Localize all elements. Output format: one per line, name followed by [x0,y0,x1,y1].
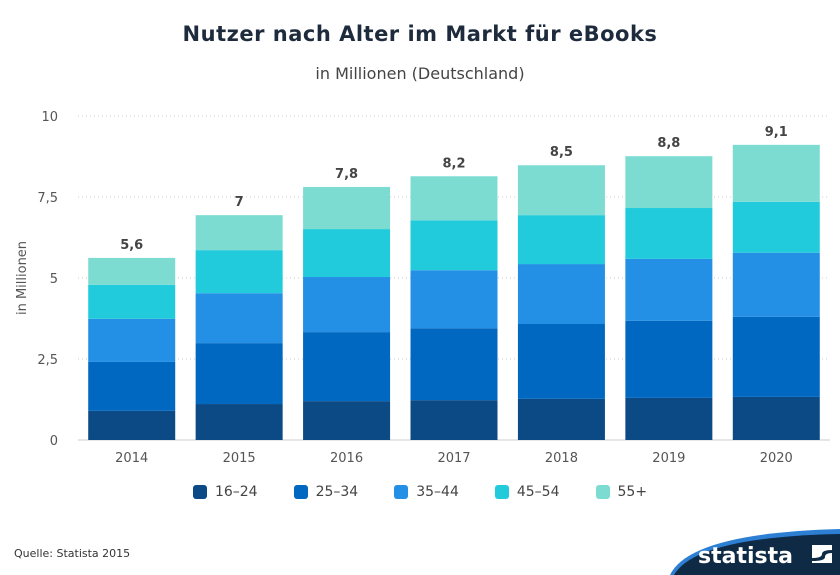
legend-label: 45–54 [516,484,560,500]
bar-segment-35-44 [625,258,713,321]
bar-segment-16-24 [517,398,605,440]
y-tick-label: 5 [50,272,58,287]
bar-segment-25-34 [410,328,498,401]
x-tick-label: 2018 [545,451,578,466]
bar-segment-45-54 [517,215,605,265]
bar-segment-45-54 [303,229,391,278]
legend-label: 55+ [617,484,648,500]
x-tick-label: 2019 [652,451,685,466]
legend-label: 16–24 [214,484,258,500]
legend-swatch [192,485,207,499]
bar-segment-16-24 [410,400,498,440]
statista-logo[interactable]: statista [670,525,840,575]
total-label: 9,1 [765,125,788,140]
legend-item[interactable]: 25–34 [293,484,359,500]
x-tick-label: 2015 [223,451,256,466]
bar-segment-35-44 [410,270,498,329]
bar-segment-45-54 [732,201,820,253]
bar-segment-45-54 [88,284,176,319]
x-tick-label: 2017 [437,451,470,466]
bar-segment-25-34 [625,320,713,398]
bar-segment-45-54 [625,208,713,259]
bar-segment-16-24 [88,410,176,440]
x-tick-label: 2014 [115,451,148,466]
legend: 16–24 25–34 35–44 45–54 55+ [0,484,840,500]
bar-segment-25-34 [517,324,605,399]
x-tick-label: 2016 [330,451,363,466]
legend-item[interactable]: 35–44 [394,484,459,500]
bar-segment-55+ [517,165,605,216]
stacked-bar-chart: 0 2,5 5 7,5 10 in Millionen 5,6 2014 7 2015 7,8 201… [15,110,830,466]
bar-segment-55+ [88,257,176,285]
bar-segment-16-24 [625,397,713,440]
legend-item[interactable]: 45–54 [494,484,560,500]
bar-segment-35-44 [517,264,605,325]
bar-segment-45-54 [195,250,283,294]
chart-title: Nutzer nach Alter im Markt für eBooks [182,22,658,46]
y-tick-label: 7,5 [37,191,58,206]
bar-segment-55+ [303,186,391,230]
y-tick-label: 10 [41,110,58,125]
total-label: 7 [235,195,244,210]
bar-segment-55+ [732,144,820,202]
total-label: 7,8 [335,167,358,182]
y-tick-label: 2,5 [37,353,58,368]
legend-label: 35–44 [416,484,459,500]
bar-segment-16-24 [195,404,283,440]
bar-segment-55+ [410,176,498,221]
bar-segment-35-44 [195,293,283,344]
legend-item[interactable]: 55+ [595,484,648,500]
bar-segment-25-34 [195,343,283,405]
total-label: 8,8 [657,136,680,151]
legend-item[interactable]: 16–24 [192,484,258,500]
source-note: Quelle: Statista 2015 [14,547,131,560]
bar-segment-25-34 [303,332,391,402]
bar-segment-35-44 [732,252,820,317]
legend-swatch [394,485,409,499]
bar-segment-16-24 [303,401,391,440]
y-axis-label: in Millionen [15,241,30,315]
bar-segment-16-24 [732,396,820,440]
total-label: 5,6 [120,238,143,253]
bar-segment-25-34 [88,361,176,411]
svg-text:statista: statista [698,544,793,569]
chart-subtitle: in Millionen (Deutschland) [315,64,525,83]
bar-segment-55+ [195,215,283,251]
legend-swatch [293,485,308,499]
bar-segment-55+ [625,156,713,209]
bar-segment-35-44 [303,277,391,333]
bar-segment-25-34 [732,316,820,397]
legend-swatch [595,485,610,499]
y-tick-label: 0 [50,434,58,449]
x-tick-label: 2020 [760,451,793,466]
bar-segment-45-54 [410,220,498,271]
bar-segment-35-44 [88,318,176,362]
total-label: 8,5 [550,145,573,160]
total-label: 8,2 [442,156,465,171]
legend-swatch [494,485,509,499]
legend-label: 25–34 [315,484,359,500]
